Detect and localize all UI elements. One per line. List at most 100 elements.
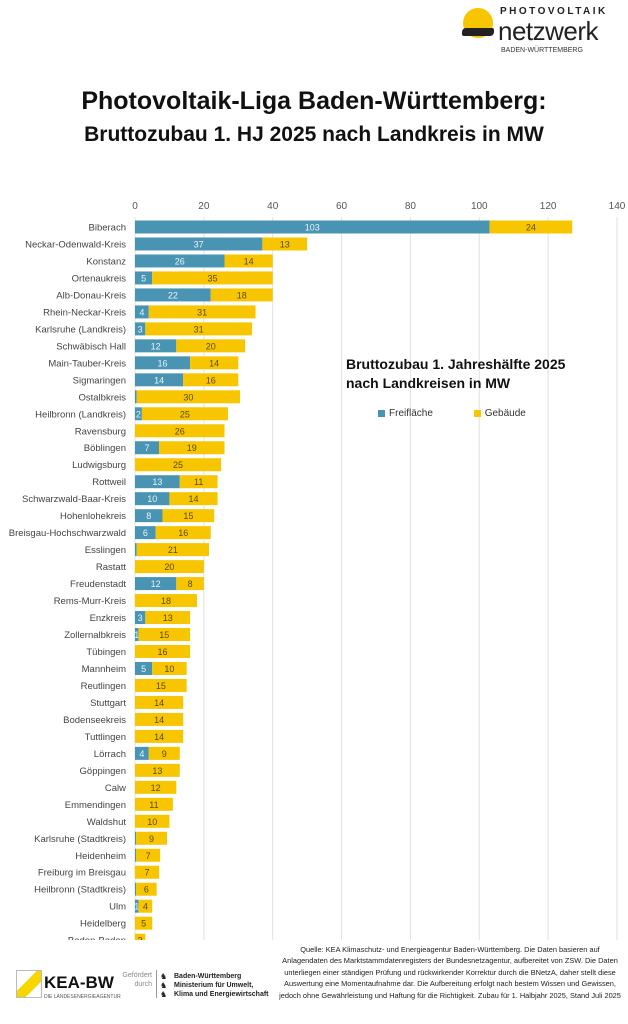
bar-gebaeude bbox=[210, 288, 273, 302]
bar-gebaeude bbox=[138, 628, 191, 642]
data-label: 12 bbox=[151, 783, 161, 793]
category-label: Reutlingen bbox=[81, 681, 126, 692]
data-label: 8 bbox=[188, 579, 193, 589]
chart-title-line2: nach Landkreisen in MW bbox=[346, 375, 511, 391]
data-label: 3 bbox=[138, 324, 143, 334]
bar-gebaeude bbox=[138, 899, 153, 913]
bar-freiflaeche bbox=[135, 509, 163, 523]
category-label: Sigmaringen bbox=[73, 375, 126, 386]
logo-text-sub: BADEN-WÜRTTEMBERG bbox=[501, 47, 583, 54]
category-label: Emmendingen bbox=[65, 800, 126, 811]
data-label: 22 bbox=[168, 290, 178, 300]
data-label: 5 bbox=[141, 919, 146, 929]
data-label: 3 bbox=[138, 613, 143, 623]
bar-freiflaeche bbox=[135, 322, 146, 336]
bar-gebaeude bbox=[135, 797, 173, 811]
bar-gebaeude bbox=[136, 848, 161, 862]
bar-gebaeude bbox=[176, 339, 246, 353]
data-label: 26 bbox=[175, 256, 185, 266]
category-label: Heidenheim bbox=[75, 851, 126, 862]
category-label: Böblingen bbox=[84, 443, 126, 454]
bar-freiflaeche bbox=[135, 339, 177, 353]
data-label: 7 bbox=[145, 868, 150, 878]
bar-gebaeude bbox=[135, 865, 160, 879]
data-label: 15 bbox=[183, 511, 193, 521]
data-label: 20 bbox=[164, 562, 174, 572]
category-label: Karlsruhe (Landkreis) bbox=[35, 324, 126, 335]
legend-item-freiflaeche: Freifläche bbox=[378, 408, 433, 419]
bar-gebaeude bbox=[179, 475, 218, 489]
bar-gebaeude bbox=[152, 271, 273, 285]
data-label: 18 bbox=[161, 596, 171, 606]
data-label: 13 bbox=[152, 766, 162, 776]
data-label: 9 bbox=[149, 834, 154, 844]
data-label: 14 bbox=[154, 732, 164, 742]
category-label: Stuttgart bbox=[90, 698, 126, 709]
x-tick-label: 120 bbox=[540, 201, 557, 212]
kea-logo-text: KEA-BW bbox=[44, 973, 114, 992]
category-label: Waldshut bbox=[87, 817, 127, 828]
data-label: 15 bbox=[159, 630, 169, 640]
category-label: Biberach bbox=[89, 223, 127, 234]
x-tick-label: 40 bbox=[267, 201, 279, 212]
category-label: Ludwigsburg bbox=[72, 460, 126, 471]
bar-freiflaeche bbox=[135, 492, 170, 506]
data-label: 37 bbox=[194, 239, 204, 249]
data-label: 6 bbox=[143, 528, 148, 538]
legend-item-gebaeude: Gebäude bbox=[473, 408, 526, 419]
bar-gebaeude bbox=[135, 763, 180, 777]
data-label: 24 bbox=[526, 223, 536, 233]
logo-text-top: PHOTOVOLTAIK bbox=[500, 6, 608, 17]
chart-title: Bruttozubau 1. Jahreshälfte 2025 nach La… bbox=[346, 355, 565, 393]
kea-logo-mark-icon bbox=[16, 970, 42, 998]
legend-label: Freifläche bbox=[389, 408, 433, 419]
source-note: Quelle: KEA Klimaschutz- und Energieagen… bbox=[279, 945, 621, 1000]
category-label: Heidelberg bbox=[80, 919, 126, 930]
data-label: 11 bbox=[149, 800, 158, 810]
data-label: 1 bbox=[134, 902, 139, 912]
category-label: Tuttlingen bbox=[85, 732, 126, 743]
bar-freiflaeche bbox=[135, 526, 156, 540]
bar-freiflaeche bbox=[135, 407, 142, 421]
lion-icon bbox=[462, 28, 494, 36]
category-label: Heilbronn (Landkreis) bbox=[35, 409, 126, 420]
data-label: 25 bbox=[173, 460, 183, 470]
bar-gebaeude bbox=[135, 814, 170, 828]
data-label: 6 bbox=[144, 885, 149, 895]
data-label: 31 bbox=[194, 324, 204, 334]
data-label: 26 bbox=[175, 426, 185, 436]
bar-gebaeude bbox=[136, 882, 157, 896]
bar-gebaeude bbox=[489, 220, 573, 234]
data-label: 31 bbox=[197, 307, 207, 317]
data-label: 14 bbox=[154, 375, 164, 385]
data-label: 10 bbox=[164, 664, 174, 674]
bar-freiflaeche bbox=[135, 628, 139, 642]
logo-text-main: netzwerk bbox=[498, 16, 599, 46]
data-label: 10 bbox=[147, 494, 157, 504]
category-label: Mannheim bbox=[82, 664, 126, 675]
bar-gebaeude bbox=[135, 780, 177, 794]
category-label: Rems-Murr-Kreis bbox=[54, 596, 127, 607]
bar-gebaeude bbox=[135, 458, 222, 472]
category-label: Karlsruhe (Stadtkreis) bbox=[34, 834, 126, 845]
bar-gebaeude bbox=[141, 407, 228, 421]
category-label: Lörrach bbox=[94, 749, 126, 760]
bar-gebaeude bbox=[135, 424, 225, 438]
bar-freiflaeche bbox=[135, 543, 137, 557]
category-label: Ostalbkreis bbox=[78, 392, 126, 403]
bar-gebaeude bbox=[148, 746, 180, 760]
data-label: 19 bbox=[187, 443, 197, 453]
category-label: Rhein-Neckar-Kreis bbox=[43, 307, 126, 318]
data-label: 4 bbox=[139, 749, 144, 759]
photovoltaik-netzwerk-logo: PHOTOVOLTAIK netzwerk BADEN-WÜRTTEMBERG bbox=[458, 4, 623, 60]
bar-gebaeude bbox=[155, 526, 211, 540]
bar-gebaeude bbox=[262, 237, 308, 251]
bar-gebaeude bbox=[145, 322, 253, 336]
data-label: 12 bbox=[151, 579, 161, 589]
divider bbox=[156, 970, 157, 998]
bar-gebaeude bbox=[135, 594, 197, 608]
bar-gebaeude bbox=[135, 695, 184, 709]
bar-gebaeude bbox=[183, 373, 239, 387]
